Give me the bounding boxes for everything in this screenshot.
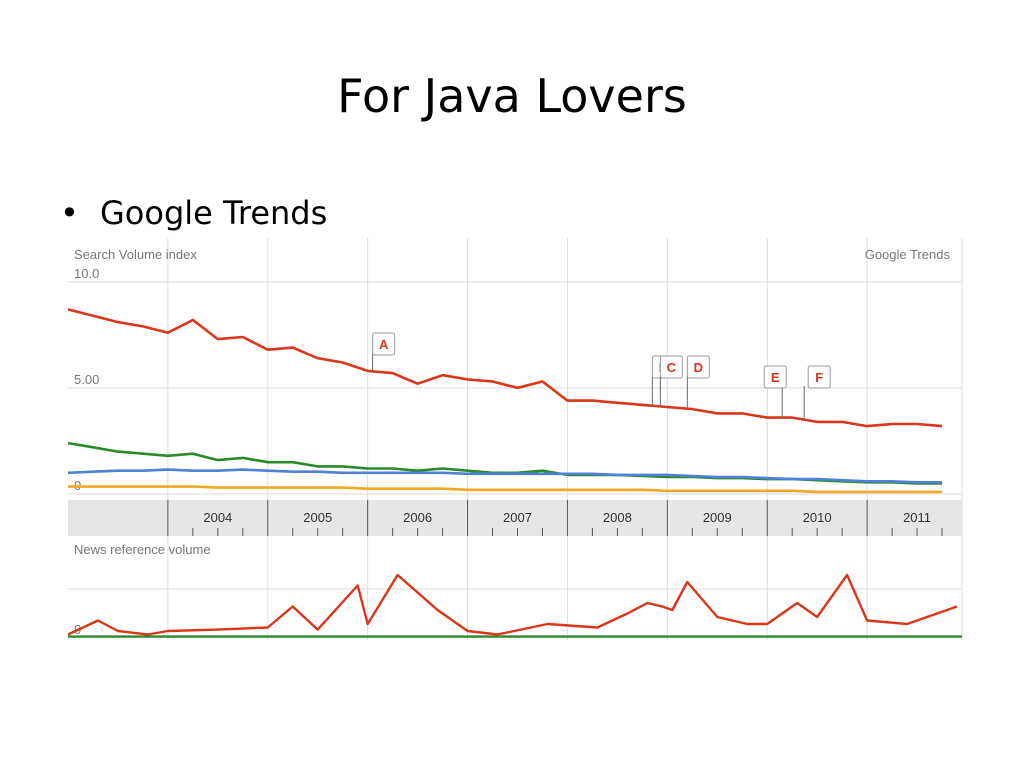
search-series (68, 308, 943, 494)
annotation-flag (659, 355, 683, 379)
trends-chart: Search Volume index Google Trends 10.0 5.… (68, 238, 963, 640)
search-series-line (68, 308, 943, 428)
bullet-dot-icon: • (60, 194, 79, 232)
annotations: ABCDEF (372, 332, 831, 420)
y-tick-label: 5.00 (74, 372, 99, 387)
news-series-line (68, 573, 958, 636)
search-series-line (68, 485, 942, 494)
bullet-text: Google Trends (100, 194, 328, 232)
annotation-label: D (694, 360, 703, 375)
y-tick-label: 10.0 (74, 266, 99, 281)
news-series: 0 (68, 573, 962, 638)
slide-title: For Java Lovers (337, 69, 687, 123)
x-tick-label: 2008 (603, 510, 632, 525)
bullet-item: • Google Trends (60, 188, 327, 238)
x-axis: 2004 2005 2006 2007 2008 2009 2010 2011 (167, 500, 943, 536)
annotation-label: F (815, 370, 823, 385)
x-tick-label: 2007 (503, 510, 532, 525)
annotation-label: A (379, 337, 389, 352)
x-tick-label: 2005 (303, 510, 332, 525)
search-panel-title: Search Volume index (74, 247, 197, 262)
search-series-line (68, 468, 942, 484)
annotation-label: C (667, 360, 677, 375)
annotation-flag (686, 355, 710, 379)
annotation-flag (763, 365, 787, 389)
x-tick-label: 2011 (903, 510, 931, 525)
search-series-line (68, 441, 942, 485)
x-tick-label: 2004 (203, 510, 232, 525)
x-tick-label: 2009 (703, 510, 732, 525)
x-axis-band (68, 500, 962, 536)
annotation-flag (372, 332, 396, 356)
grid-layer (68, 238, 963, 640)
annotation-flag (807, 365, 831, 389)
news-panel-title: News reference volume (74, 542, 211, 557)
source-label: Google Trends (865, 247, 951, 262)
x-tick-label: 2010 (803, 510, 832, 525)
y-ticks: 10.05.000 (74, 266, 99, 493)
annotation-label: E (771, 370, 780, 385)
x-tick-label: 2006 (403, 510, 432, 525)
